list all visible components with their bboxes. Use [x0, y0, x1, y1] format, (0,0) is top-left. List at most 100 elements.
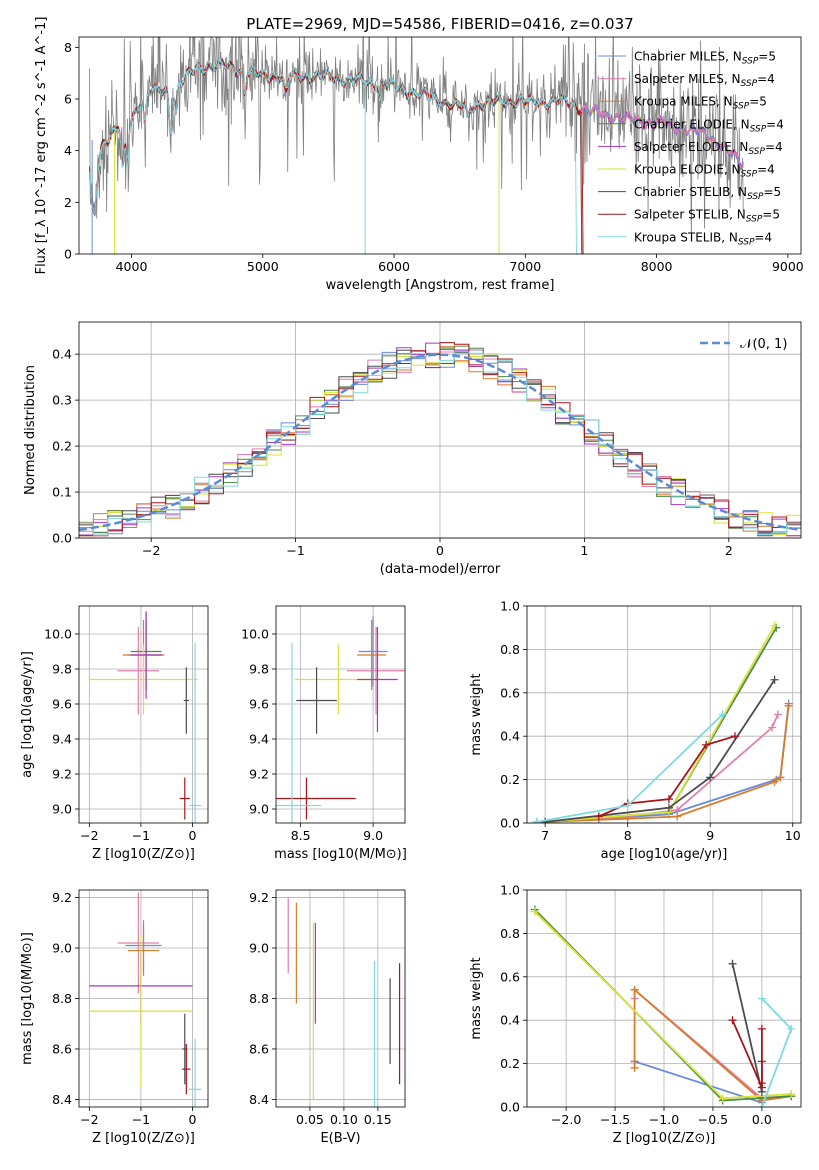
- errorbar-point: [130, 611, 162, 699]
- legend-entry: Salpeter MILES, NSSP=4: [634, 72, 775, 89]
- legend-entry: Chabrier MILES, NSSP=5: [634, 50, 776, 67]
- mass_vs_EBV-panel: 0.05 0.10 0.15 8.4 8.6 8.8 9.0 9.2 E(B-V): [249, 889, 406, 1146]
- mass_weight_vs_age-ytick-label: 0.8: [500, 642, 520, 657]
- age_vs_mass-ytick-label: 10.0: [241, 627, 269, 642]
- mass_weight_vs_age-ytick-label: 0.0: [500, 816, 520, 831]
- errorbar-point: [357, 620, 387, 690]
- spectrum-xtick-label: 4000: [116, 259, 148, 274]
- mass_vs_Z-ytick-label: 8.8: [52, 991, 72, 1006]
- errorbar-point: [128, 925, 159, 976]
- mass_vs_Z-plot-area: [89, 892, 202, 1107]
- mass_weight_vs_Z-xtick-label: −1.5: [600, 1112, 630, 1127]
- figure-title: PLATE=2969, MJD=54586, FIBERID=0416, z=0…: [246, 15, 633, 33]
- errorbar-point: [179, 777, 190, 820]
- residuals-frame: [78, 321, 802, 539]
- mass-weight-series-line: [731, 963, 763, 1093]
- mass-weight-marker: [702, 740, 711, 749]
- spectrum-ylabel: Flux [f_λ 10^-17 erg cm^-2 s^-1 A^-1]: [34, 17, 49, 275]
- mass_weight_vs_Z-xtick-label: −0.5: [698, 1112, 728, 1127]
- age_vs_Z-frame: [78, 605, 209, 824]
- mass_weight_vs_age-ytick-label: 0.2: [500, 772, 520, 787]
- residuals-xtick-label: 1: [580, 543, 588, 558]
- age_vs_Z-ytick-label: 9.0: [52, 802, 72, 817]
- residuals-ytick-label: 0.1: [52, 485, 72, 500]
- mass_weight_vs_age-xlabel: age [log10(age/yr)]: [601, 847, 728, 862]
- age_vs_Z-ytick-label: 9.6: [52, 697, 72, 712]
- mass_vs_Z-panel: −2 −1 0 8.4 8.6 8.8 9.0 9.2 Z [log10(Z/Z⊙)] mass …: [20, 889, 209, 1146]
- residuals-plot-area: [79, 342, 801, 537]
- mass-weight-series-line: [536, 703, 790, 823]
- mass_weight_vs_age-xtick-label: 9: [706, 828, 714, 843]
- spectrum-legend: Chabrier MILES, NSSP=5 Salpeter MILES, NS…: [598, 50, 784, 247]
- mass_weight_vs_Z-ytick-label: 0.2: [500, 1056, 520, 1071]
- mass_vs_EBV-ytick-label: 8.4: [249, 1092, 269, 1107]
- mass_vs_Z-ytick-label: 8.4: [52, 1092, 72, 1107]
- mass_weight_vs_age-ytick-label: 0.6: [500, 685, 520, 700]
- mass_vs_EBV-frame: [275, 889, 406, 1108]
- spectrum-xlabel: wavelength [Angstrom, rest frame]: [326, 278, 555, 293]
- mass_vs_Z-xtick-label: −1: [132, 1112, 150, 1127]
- mass_vs_Z-xlabel: Z [log10(Z/Z⊙)]: [92, 1131, 195, 1146]
- mass_weight_vs_Z-ytick-label: 0.8: [500, 926, 520, 941]
- mass_weight_vs_Z-xtick-label: −1.0: [649, 1112, 679, 1127]
- legend-entry: Chabrier ELODIE, NSSP=4: [634, 117, 784, 134]
- age_vs_Z-xtick-label: −2: [80, 828, 98, 843]
- age_vs_Z-panel: −2 −1 0 9.0 9.2 9.4 9.6 9.8 10.0 Z [log10(Z/Z⊙)] a…: [20, 605, 209, 862]
- mass-weight-marker: [787, 1089, 796, 1098]
- mass-weight-marker: [718, 1094, 727, 1103]
- residuals-panel: −2 −1 0 1 2 0.0 0.1 0.2 0.3 0.4 (data-model)/error…: [23, 321, 802, 577]
- mass-weight-marker: [630, 985, 639, 994]
- mass_weight_vs_age-frame: [526, 605, 802, 824]
- spectrum-frame: [78, 36, 802, 255]
- mass_vs_EBV-xtick-label: 0.15: [364, 1112, 392, 1127]
- age_vs_Z-ytick-label: 9.4: [52, 732, 72, 747]
- mass-weight-marker: [664, 803, 673, 812]
- mass-weight-marker: [664, 795, 673, 804]
- mass-weight-marker: [673, 812, 682, 821]
- mass_vs_Z-frame: [78, 889, 209, 1108]
- mass-weight-marker: [730, 732, 739, 741]
- residuals-xtick-label: −1: [286, 543, 304, 558]
- errorbar-point: [182, 1043, 191, 1095]
- legend-entry: Salpeter STELIB, NSSP=5: [634, 208, 780, 225]
- spectrum-xtick-label: 9000: [772, 259, 804, 274]
- age_vs_mass-ytick-label: 9.4: [249, 732, 269, 747]
- age_vs_Z-xtick-label: 0: [189, 828, 197, 843]
- spectrum-xtick-label: 7000: [509, 259, 541, 274]
- mass_vs_Z-xtick-label: 0: [189, 1112, 197, 1127]
- spectrum-model-line: [89, 57, 583, 254]
- spectrum-ytick-label: 2: [64, 195, 72, 210]
- mass-weight-marker: [757, 1024, 766, 1033]
- normal-reference-curve: [79, 353, 801, 532]
- mass-weight-marker: [541, 817, 550, 823]
- residual-histogram: [79, 342, 801, 537]
- spectrum-ytick-label: 0: [64, 247, 72, 262]
- errorbar-point: [89, 935, 193, 1087]
- residuals-legend: 𝒩(0, 1): [700, 337, 787, 352]
- age_vs_Z-ytick-label: 9.8: [52, 662, 72, 677]
- spectrum-xtick-label: 8000: [641, 259, 673, 274]
- mass-weight-marker: [773, 710, 782, 719]
- mass_weight_vs_Z-xtick-label: 0.0: [752, 1112, 772, 1127]
- mass_vs_EBV-xlabel: E(B-V): [320, 1131, 360, 1146]
- age_vs_mass-plot-area: [276, 616, 405, 823]
- age_vs_Z-ytick-label: 10.0: [44, 627, 72, 642]
- age_vs_Z-xtick-label: −1: [132, 828, 150, 843]
- errorbar-point: [276, 642, 321, 823]
- mass-weight-series-line: [545, 705, 790, 823]
- residuals-ytick-label: 0.0: [52, 531, 72, 546]
- mass-weight-marker: [757, 1079, 766, 1088]
- age_vs_mass-panel: 8.5 9.0 9.0 9.2 9.4 9.6 9.8 10.0 mass [log10(M/M…: [241, 605, 407, 862]
- age_vs_mass-xlabel: mass [log10(M/M⊙)]: [274, 847, 407, 862]
- mass_weight_vs_age-ytick-label: 1.0: [500, 599, 520, 614]
- residuals-xtick-label: −2: [142, 543, 160, 558]
- legend-entry: Chabrier STELIB, NSSP=5: [634, 185, 781, 202]
- spectrum-ytick-label: 6: [64, 92, 72, 107]
- mass-weight-marker: [630, 1063, 639, 1072]
- spectrum-data-line: [89, 37, 744, 240]
- errorbar-point: [183, 667, 189, 734]
- spectrum-ytick-label: 8: [64, 40, 72, 55]
- mass_vs_Z-ytick-label: 9.2: [52, 890, 72, 905]
- legend-entry: 𝒩(0, 1): [740, 337, 787, 352]
